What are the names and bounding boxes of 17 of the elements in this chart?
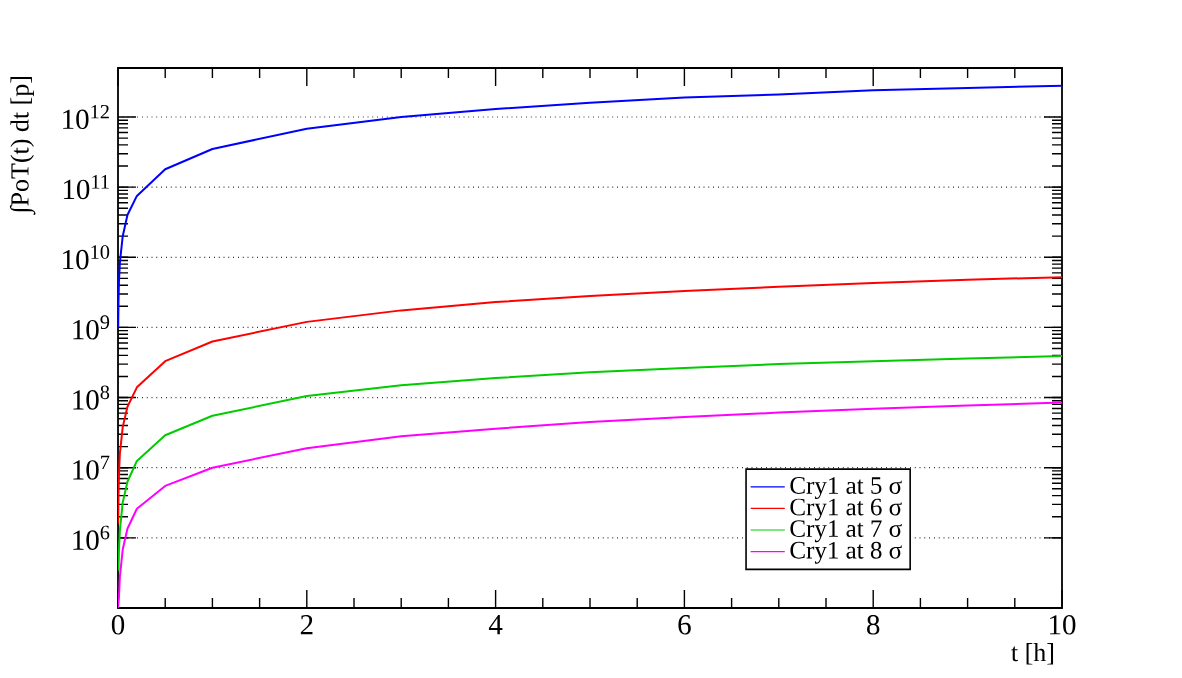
x-tick-label: 6 [678, 615, 691, 635]
y-tick-label: 10$^{10}$ [63, 245, 110, 270]
x-tick-label: 2 [300, 615, 313, 635]
x-tick-label: 10 [1050, 615, 1076, 635]
y-tick-label: 10$^{11}$ [63, 175, 109, 200]
x-tick-label: 8 [867, 615, 880, 635]
legend-label: Cry1 at 6 σ [790, 498, 902, 521]
x-tick-label: 0 [111, 615, 125, 635]
y-tick-label: 10$^{7}$ [73, 455, 110, 480]
y-tick-label: 10$^{12}$ [63, 104, 109, 130]
x-tick-label: 4 [488, 615, 503, 635]
y-tick-label: 10$^{8}$ [73, 385, 110, 410]
y-axis-title: ∫PoT(t) dt [p] [9, 76, 36, 215]
y-tick-label: 10$^{9}$ [73, 315, 110, 340]
legend-label: Cry1 at 8 σ [790, 541, 902, 564]
x-axis-title: t [h] [1011, 643, 1054, 665]
y-tick-label: 10$^{6}$ [73, 525, 110, 550]
